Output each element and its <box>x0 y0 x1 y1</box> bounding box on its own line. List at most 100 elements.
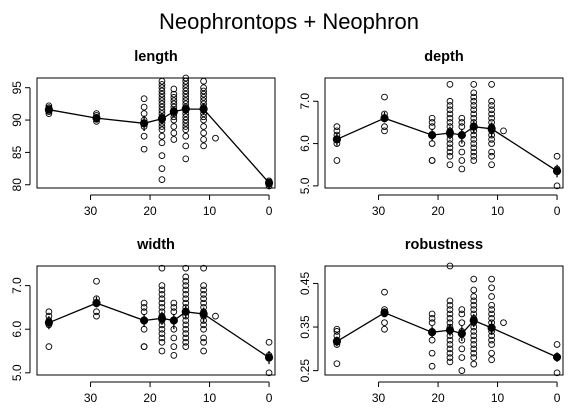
y-tick-label: 85 <box>10 145 24 159</box>
mean-point <box>428 328 437 337</box>
y-tick-label: 7.0 <box>10 277 24 294</box>
data-point <box>446 80 454 88</box>
mean-point <box>487 323 496 333</box>
data-point <box>170 136 178 143</box>
data-point <box>200 264 207 272</box>
x-tick-label: 30 <box>84 204 98 218</box>
data-point <box>428 119 436 126</box>
data-point <box>158 299 166 307</box>
data-point <box>488 148 495 156</box>
data-point <box>158 94 166 101</box>
data-point <box>182 142 190 150</box>
data-point <box>158 347 166 355</box>
data-point <box>488 152 495 160</box>
data-point <box>488 349 495 357</box>
data-point <box>458 157 466 164</box>
data-point <box>470 110 478 118</box>
data-point <box>200 290 207 298</box>
data-point <box>170 85 178 93</box>
data-point <box>446 106 454 114</box>
data-point <box>182 343 190 351</box>
panel-robustness: robustness 30 20 10 0 0.25 0.35 0.45 <box>298 237 564 405</box>
y-tick-label: 0.35 <box>298 315 312 339</box>
data-point <box>470 336 478 344</box>
data-point <box>158 139 166 147</box>
data-point <box>170 123 178 130</box>
mean-point <box>428 131 437 140</box>
data-point <box>488 275 495 283</box>
data-point <box>200 90 207 98</box>
data-point <box>158 330 166 337</box>
mean-point <box>44 105 54 114</box>
x-tick-label: 0 <box>266 391 273 405</box>
mean-point <box>44 318 54 327</box>
data-point <box>446 262 454 270</box>
mean-point <box>169 316 178 325</box>
mean-point <box>157 114 167 123</box>
data-point <box>93 277 100 285</box>
data-point <box>182 90 190 98</box>
data-point <box>553 182 561 190</box>
data-point <box>158 286 166 294</box>
panel-width: width 30 20 10 0 5.0 6.0 7.0 <box>10 237 276 405</box>
mean-point <box>552 353 562 362</box>
data-point <box>333 123 341 131</box>
x-tick-label: 0 <box>554 391 561 405</box>
data-point <box>488 301 495 309</box>
data-point <box>488 310 495 318</box>
data-point <box>200 123 207 130</box>
x-tick-label: 20 <box>143 204 157 218</box>
data-point <box>428 140 436 147</box>
data-point <box>158 290 166 298</box>
mean-point <box>181 104 190 114</box>
mean-point <box>332 135 341 144</box>
data-point <box>182 84 190 92</box>
data-point <box>158 77 166 85</box>
data-point <box>182 94 190 101</box>
data-point <box>200 116 207 124</box>
data-point <box>182 126 190 134</box>
data-point <box>446 140 454 147</box>
data-point <box>265 338 273 346</box>
mean-point <box>92 114 101 123</box>
data-point <box>140 304 148 311</box>
data-point <box>333 360 341 368</box>
data-point <box>470 102 478 109</box>
data-point <box>470 360 478 368</box>
data-point <box>182 155 190 163</box>
data-point <box>446 345 454 353</box>
data-point <box>470 293 478 300</box>
data-point <box>212 312 219 320</box>
data-point <box>140 145 148 153</box>
plot-frame <box>36 77 276 189</box>
data-point <box>428 349 436 357</box>
data-point <box>553 152 561 160</box>
data-point <box>200 334 207 342</box>
mean-point <box>487 124 496 133</box>
data-point <box>470 297 478 305</box>
data-point <box>446 306 454 313</box>
x-tick-label: 10 <box>491 391 505 405</box>
data-point <box>446 161 454 169</box>
data-point <box>182 74 190 82</box>
data-point <box>158 325 166 333</box>
mean-point <box>445 128 455 138</box>
x-tick-label: 30 <box>84 391 98 405</box>
data-point <box>158 103 166 111</box>
data-point <box>182 295 190 303</box>
panel-title: robustness <box>405 237 483 253</box>
data-point <box>182 338 190 346</box>
data-point <box>265 369 273 377</box>
panel-title: width <box>136 237 175 253</box>
data-point <box>158 176 166 183</box>
data-point <box>428 319 436 327</box>
data-point <box>140 103 148 111</box>
data-point <box>158 126 166 134</box>
data-point <box>45 308 53 316</box>
main-title: Neophrontops + Neophron <box>159 9 419 34</box>
data-point <box>428 336 436 344</box>
data-point <box>170 352 178 359</box>
data-point <box>158 334 166 342</box>
data-point <box>446 102 454 109</box>
data-point <box>170 299 178 307</box>
